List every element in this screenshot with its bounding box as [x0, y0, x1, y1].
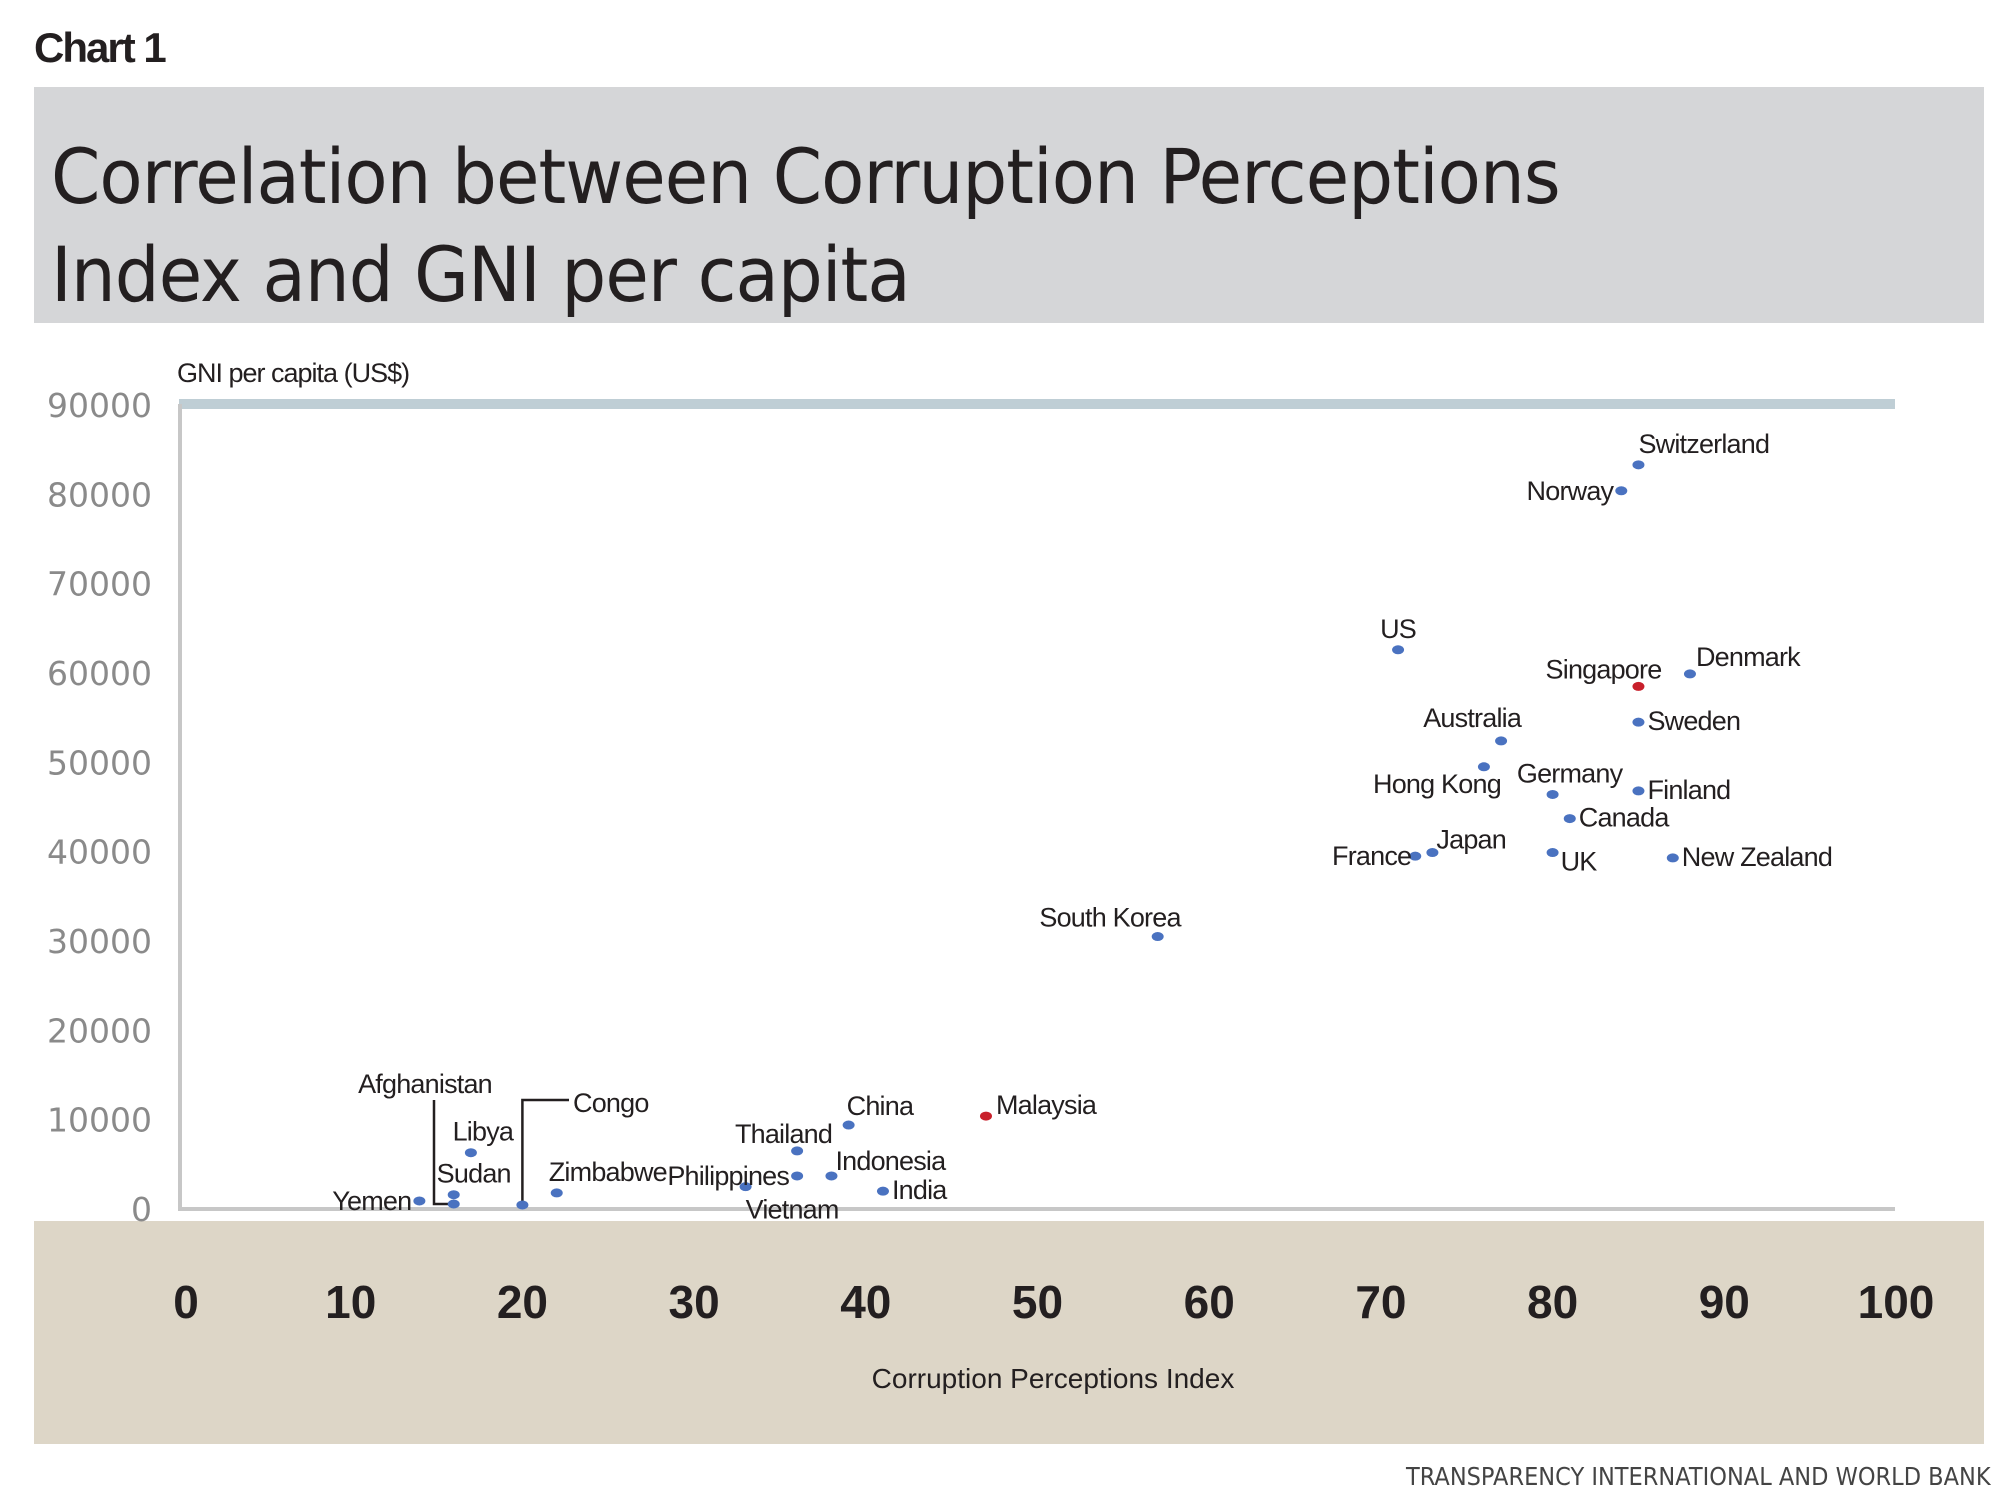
data-point-south-korea: [1151, 932, 1164, 942]
point-label-sweden: Sweden: [1647, 706, 1740, 736]
point-label-congo: Congo: [573, 1088, 649, 1118]
chart-title-line-2: Index and GNI per capita: [51, 230, 911, 319]
point-label-switzerland: Switzerland: [1638, 429, 1769, 459]
data-point-yemen: [413, 1196, 426, 1206]
y-tick-labels: 0 10000 20000 30000 40000 50000 60000 70000 8000…: [47, 386, 152, 1229]
data-point-denmark: [1683, 669, 1696, 679]
data-point-indonesia: [825, 1171, 838, 1181]
point-label-yemen: Yemen: [332, 1186, 411, 1216]
point-label-china: China: [847, 1091, 915, 1121]
y-tick-label: 80000: [47, 475, 152, 514]
data-point-congo: [516, 1200, 529, 1210]
point-label-new-zealand: New Zealand: [1682, 842, 1832, 872]
source-credit: TRANSPARENCY INTERNATIONAL AND WORLD BAN…: [1406, 1462, 1991, 1491]
point-label-us: US: [1380, 614, 1416, 644]
x-tick-label: 40: [840, 1276, 891, 1328]
data-point-finland: [1632, 786, 1645, 796]
point-label-afghanistan: Afghanistan: [358, 1069, 492, 1099]
point-label-libya: Libya: [453, 1117, 515, 1147]
data-point-japan: [1426, 848, 1439, 858]
point-label-philippines: Philippines: [667, 1161, 789, 1191]
data-point-france: [1409, 851, 1422, 861]
x-tick-label: 50: [1012, 1276, 1063, 1328]
point-label-india: India: [892, 1175, 948, 1205]
x-tick-label: 0: [173, 1276, 199, 1328]
point-label-finland: Finland: [1647, 775, 1730, 805]
data-point-afghanistan: [447, 1199, 460, 1209]
data-point-thailand: [791, 1146, 804, 1156]
point-label-australia: Australia: [1423, 703, 1523, 733]
y-tick-label: 50000: [47, 743, 152, 782]
point-labels: Switzerland Norway US Denmark Singapore Swede…: [332, 429, 1833, 1225]
y-tick-label: 70000: [47, 565, 152, 604]
leader-line-afghanistan: [432, 1100, 454, 1206]
data-point-singapore: [1632, 681, 1645, 691]
data-point-libya: [464, 1148, 477, 1158]
x-tick-label: 60: [1184, 1276, 1235, 1328]
x-tick-label: 30: [669, 1276, 720, 1328]
x-tick-label: 80: [1527, 1276, 1578, 1328]
point-label-thailand: Thailand: [735, 1119, 832, 1149]
point-label-malaysia: Malaysia: [996, 1090, 1098, 1120]
point-label-indonesia: Indonesia: [835, 1146, 947, 1176]
data-point-new-zealand: [1666, 853, 1679, 863]
x-tick-label: 20: [497, 1276, 548, 1328]
y-axis-title: GNI per capita (US$): [177, 358, 410, 388]
point-label-france: France: [1332, 841, 1411, 871]
data-point-sudan: [447, 1190, 460, 1200]
data-point-philippines: [791, 1171, 804, 1181]
data-point-us: [1392, 645, 1405, 655]
x-axis-band: [34, 1221, 1984, 1444]
point-label-norway: Norway: [1527, 476, 1615, 506]
data-point-hong-kong: [1477, 762, 1490, 772]
y-tick-label: 0: [131, 1190, 152, 1229]
data-point-malaysia: [979, 1111, 992, 1121]
point-label-canada: Canada: [1579, 803, 1671, 833]
y-tick-label: 60000: [47, 654, 152, 693]
chart-title-line-1: Correlation between Corruption Perceptio…: [51, 132, 1561, 221]
point-label-south-korea: South Korea: [1039, 903, 1182, 933]
title-banner: Correlation between Corruption Perceptio…: [34, 87, 1984, 323]
x-tick-label: 90: [1699, 1276, 1750, 1328]
point-label-japan: Japan: [1436, 825, 1506, 855]
point-label-vietnam: Vietnam: [746, 1195, 839, 1225]
data-point-sweden: [1632, 717, 1645, 727]
data-point-germany: [1546, 789, 1559, 799]
point-label-singapore: Singapore: [1546, 654, 1662, 684]
x-tick-labels: 0 10 20 30 40 50 60 70 80 90 100: [173, 1276, 1934, 1328]
y-tick-label: 40000: [47, 833, 152, 872]
point-label-sudan: Sudan: [437, 1159, 511, 1189]
x-axis-title: Corruption Perceptions Index: [872, 1363, 1235, 1394]
y-tick-label: 10000: [47, 1101, 152, 1140]
data-point-australia: [1495, 736, 1508, 746]
data-point-zimbabwe: [550, 1188, 563, 1198]
point-label-uk: UK: [1561, 847, 1598, 877]
point-label-zimbabwe: Zimbabwe: [549, 1157, 667, 1187]
y-tick-label: 30000: [47, 922, 152, 961]
point-label-denmark: Denmark: [1696, 642, 1801, 672]
plot-top-rule: [179, 399, 1895, 409]
y-tick-label: 20000: [47, 1011, 152, 1050]
data-point-vietnam: [739, 1182, 752, 1192]
data-point-china: [842, 1120, 855, 1130]
data-point-uk: [1546, 848, 1559, 858]
x-tick-label: 100: [1858, 1276, 1935, 1328]
data-point-norway: [1615, 486, 1628, 496]
point-label-hong-kong: Hong Kong: [1373, 769, 1501, 799]
data-points: [413, 460, 1696, 1210]
data-point-switzerland: [1632, 460, 1645, 470]
x-tick-label: 70: [1355, 1276, 1406, 1328]
y-tick-label: 90000: [47, 386, 152, 425]
chart-number-label: Chart 1: [34, 24, 167, 71]
data-point-india: [876, 1186, 889, 1196]
leader-line-congo: [521, 1098, 569, 1205]
leader-lines: [432, 1098, 569, 1206]
data-point-canada: [1563, 814, 1576, 824]
x-tick-label: 10: [325, 1276, 376, 1328]
point-label-germany: Germany: [1517, 758, 1624, 788]
